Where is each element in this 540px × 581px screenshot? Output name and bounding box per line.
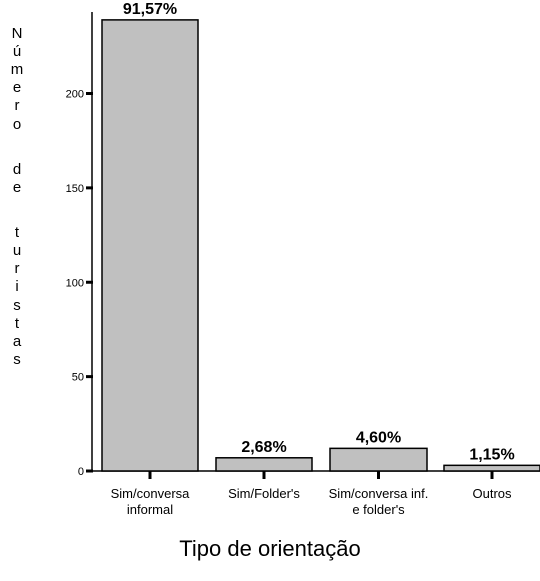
data-label: 2,68%	[241, 439, 286, 456]
y-axis-label-char: e	[12, 79, 22, 97]
y-tick-label: 100	[66, 277, 84, 289]
x-tick-label: Sim/Folder's	[228, 486, 300, 501]
y-axis-label-char: s	[13, 296, 21, 314]
x-axis-label: Tipo de orientação	[179, 536, 361, 561]
bar	[329, 447, 428, 472]
y-axis-label-char: i	[15, 278, 19, 296]
y-tick-label: 50	[72, 372, 84, 384]
bar	[443, 464, 540, 472]
y-tick-label: 200	[66, 89, 84, 101]
x-tick-label: Outros	[472, 486, 512, 501]
x-tick-label: informal	[127, 502, 173, 517]
data-label: 1,15%	[469, 446, 514, 463]
y-axis-label-char: r	[14, 97, 20, 115]
y-axis-label-char: r	[14, 260, 20, 278]
bar	[101, 19, 199, 472]
y-tick-label: 0	[78, 466, 84, 478]
data-label: 4,60%	[356, 429, 401, 446]
x-tick-label: e folder's	[352, 502, 405, 517]
y-axis-label-char: m	[10, 61, 24, 79]
y-axis-label-char: a	[12, 332, 22, 350]
y-tick-label: 150	[66, 183, 84, 195]
x-tick-label: Sim/conversa inf.	[329, 486, 429, 501]
y-axis-label-char: t	[14, 224, 20, 242]
y-axis-label-char: N	[11, 25, 23, 42]
x-tick-label: Sim/conversa	[111, 486, 191, 501]
bar	[215, 457, 313, 472]
y-axis-label-char: ú	[12, 43, 22, 61]
y-axis-label-char: o	[12, 115, 22, 133]
y-axis-label-char: u	[12, 242, 22, 260]
y-axis-label-char: d	[12, 160, 22, 178]
bars	[101, 19, 540, 472]
y-axis-label-char: s	[13, 350, 21, 368]
y-axis-label-char: t	[14, 314, 20, 332]
y-axis-label-char: e	[12, 178, 22, 196]
data-label: 91,57%	[123, 1, 177, 18]
